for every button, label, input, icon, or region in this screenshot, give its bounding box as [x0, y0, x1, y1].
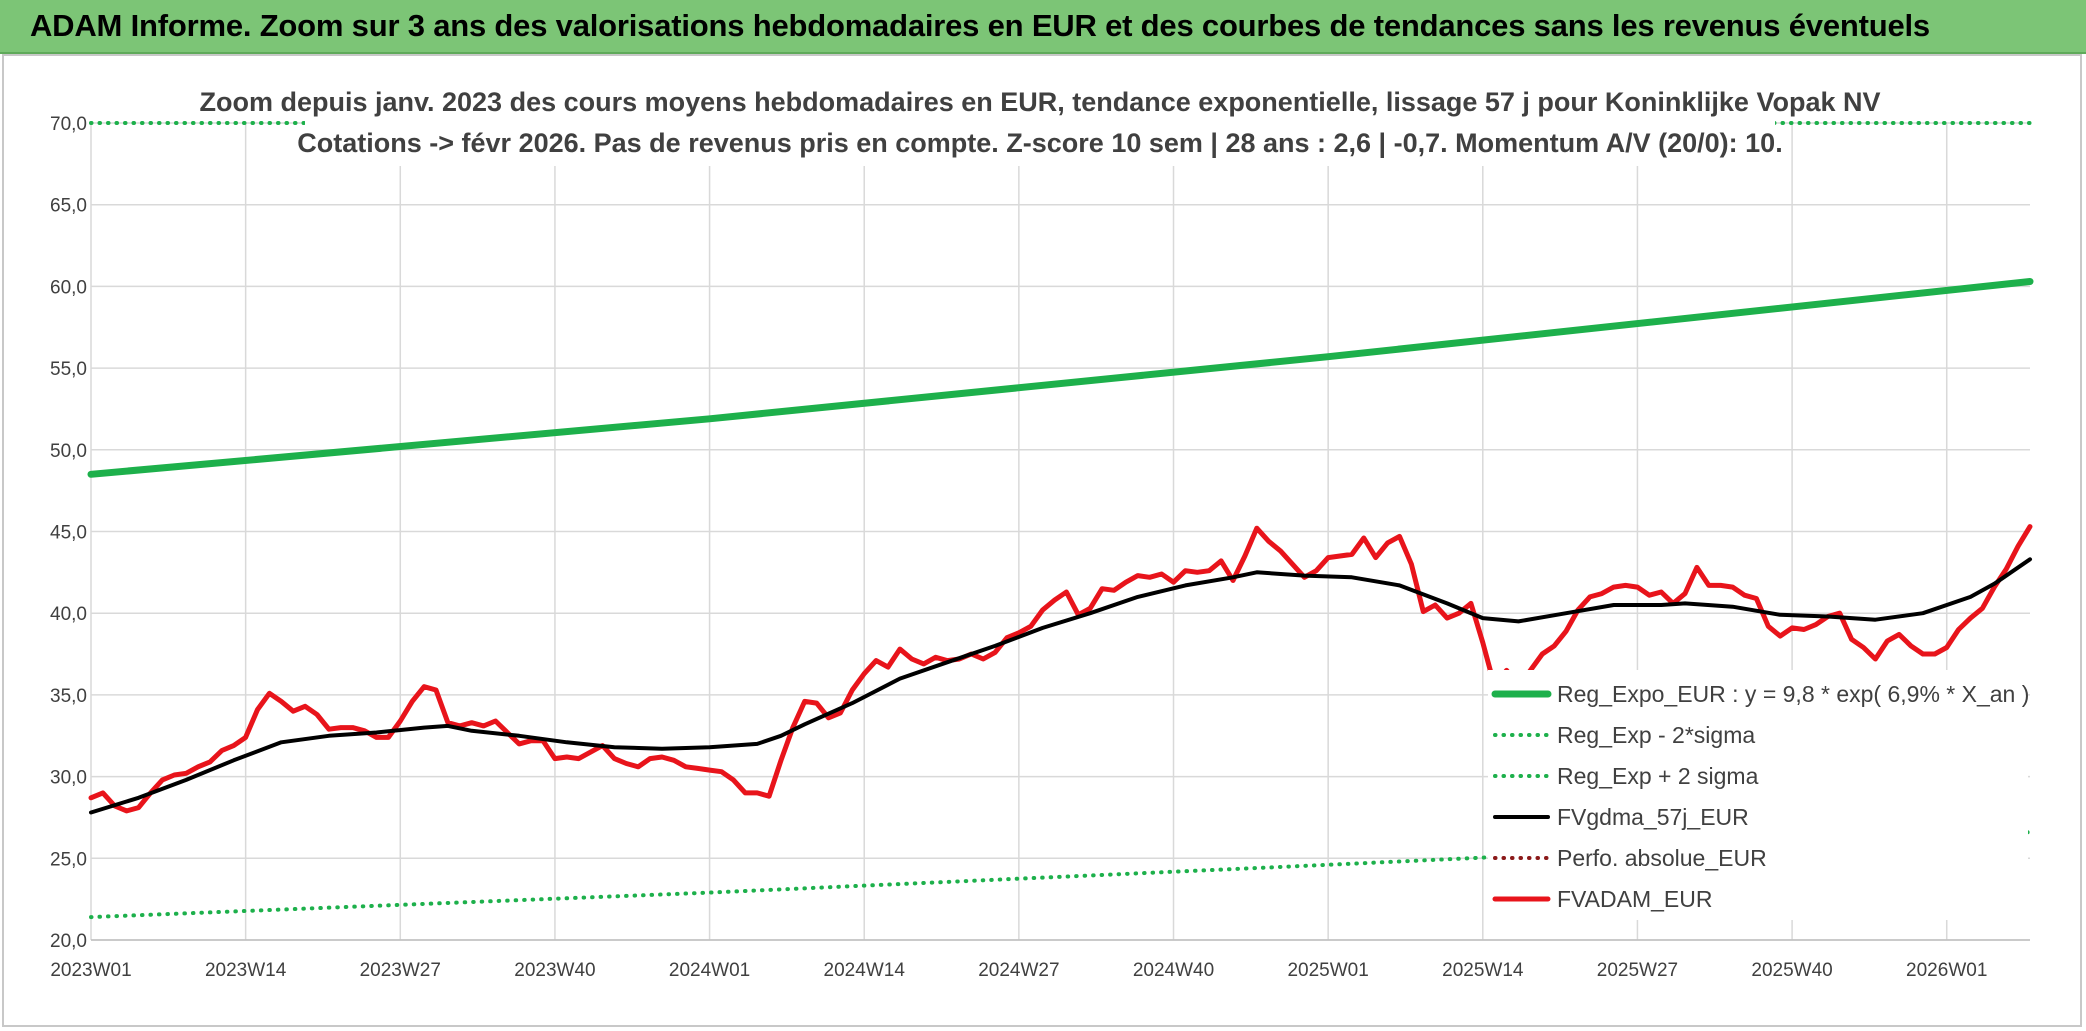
x-tick-label: 2026W01: [1906, 960, 1987, 981]
legend-background: [1488, 670, 2028, 920]
legend-entry-3: FVgdma_57j_EUR: [1557, 804, 1749, 830]
chart-title-block: Zoom depuis janv. 2023 des cours moyens …: [199, 80, 1881, 166]
x-tick-label: 2023W14: [205, 960, 287, 981]
axis-layer: 20,0 25,0 30,0 35,0 40,0 45,0 50,0 55,0 60,0 65,0…: [50, 114, 1987, 981]
chart-title-line-2: Cotations -> févr 2026. Pas de revenus p…: [297, 128, 1782, 158]
legend: Reg_Expo_EUR : y = 9,8 * exp( 6,9% * X_a…: [1488, 670, 2029, 920]
report-title: ADAM Informe. Zoom sur 3 ans des valoris…: [30, 8, 1930, 43]
legend-entry-4: Perfo. absolue_EUR: [1557, 845, 1767, 871]
chart-title-background: [305, 80, 1775, 166]
y-tick-label: 65,0: [50, 196, 87, 217]
x-tick-label: 2024W14: [824, 960, 906, 981]
y-tick-label: 20,0: [50, 931, 87, 952]
x-tick-label: 2023W01: [50, 960, 131, 981]
legend-entry-2: Reg_Exp + 2 sigma: [1557, 763, 1759, 789]
y-tick-label: 25,0: [50, 849, 87, 870]
x-tick-label: 2025W14: [1442, 960, 1524, 981]
y-tick-label: 70,0: [50, 114, 87, 135]
chart-title-line-1: Zoom depuis janv. 2023 des cours moyens …: [199, 87, 1880, 117]
x-tick-label: 2023W40: [514, 960, 595, 981]
y-tick-label: 30,0: [50, 768, 87, 789]
series-line-3: [89, 557, 2032, 815]
x-tick-label: 2024W01: [669, 960, 750, 981]
series-line-5: [88, 524, 2033, 814]
y-tick-label: 50,0: [50, 441, 87, 462]
x-tick-label: 2023W27: [360, 960, 441, 981]
x-tick-label: 2025W27: [1597, 960, 1678, 981]
x-tick-label: 2024W27: [978, 960, 1059, 981]
legend-entry-1: Reg_Exp - 2*sigma: [1557, 722, 1755, 748]
y-tick-label: 45,0: [50, 523, 87, 544]
x-tick-label: 2025W01: [1287, 960, 1368, 981]
legend-entry-0: Reg_Expo_EUR : y = 9,8 * exp( 6,9% * X_a…: [1557, 681, 2029, 707]
x-tick-label: 2025W40: [1751, 960, 1832, 981]
y-tick-label: 60,0: [50, 277, 87, 298]
header-banner: ADAM Informe. Zoom sur 3 ans des valoris…: [0, 0, 2086, 54]
x-tick-label: 2024W40: [1133, 960, 1214, 981]
series-line-0: [87, 278, 2034, 478]
y-tick-label: 55,0: [50, 359, 87, 380]
legend-entry-5: FVADAM_EUR: [1557, 886, 1713, 912]
y-tick-label: 35,0: [50, 686, 87, 707]
y-tick-label: 40,0: [50, 604, 87, 625]
